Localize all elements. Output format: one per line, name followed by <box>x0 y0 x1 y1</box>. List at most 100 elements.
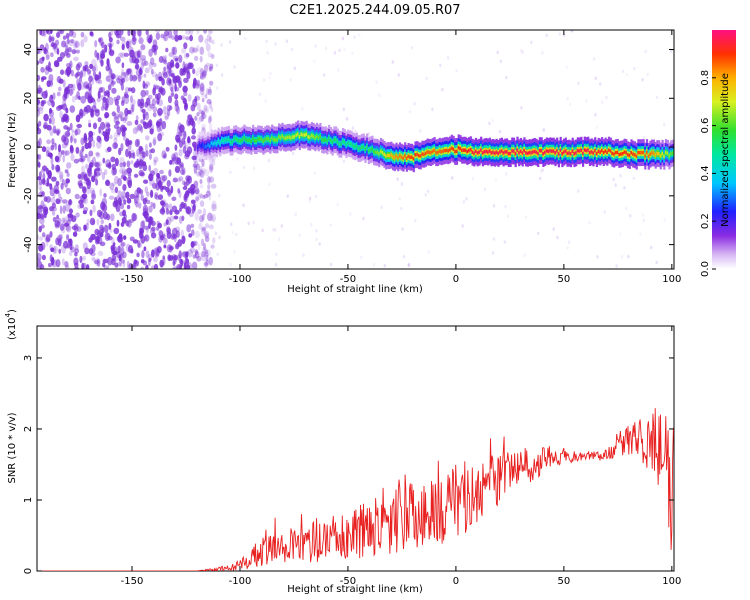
noise-point <box>619 173 622 178</box>
noise-point <box>50 144 55 151</box>
noise-point <box>179 163 184 169</box>
ridge-cell <box>621 152 624 156</box>
ridge-cell <box>530 151 533 155</box>
noise-point <box>151 265 155 269</box>
noise-point <box>140 125 144 134</box>
noise-point <box>152 136 157 145</box>
noise-point <box>123 52 130 57</box>
ridge-cell <box>210 141 213 145</box>
noise-point <box>138 169 144 177</box>
noise-point <box>62 155 65 163</box>
noise-point <box>127 68 132 75</box>
noise-point <box>201 113 207 120</box>
ridge-cell <box>335 138 338 142</box>
noise-point <box>407 263 410 268</box>
ridge-cell <box>407 154 410 159</box>
noise-point <box>192 254 197 259</box>
noise-point <box>59 205 63 215</box>
noise-point <box>138 145 143 152</box>
ridge-cell <box>328 136 331 140</box>
ridge-cell <box>580 148 583 152</box>
noise-point <box>136 138 141 147</box>
noise-point <box>171 156 175 162</box>
noise-point <box>57 104 63 110</box>
ridge-cell <box>404 154 407 158</box>
noise-point <box>266 51 269 55</box>
noise-point <box>126 176 132 186</box>
noise-point <box>136 148 140 157</box>
noise-point <box>75 49 80 54</box>
noise-point <box>110 213 115 222</box>
noise-point <box>101 101 105 108</box>
noise-point <box>169 209 173 216</box>
noise-point <box>48 108 53 114</box>
ridge-cell <box>468 148 471 153</box>
noise-point <box>179 203 185 210</box>
noise-point <box>45 54 50 61</box>
noise-point <box>56 32 60 38</box>
noise-point <box>150 232 157 239</box>
noise-point <box>523 253 526 257</box>
ridge-cell <box>276 138 279 142</box>
snr-x-label: Height of straight line (km) <box>287 584 423 595</box>
noise-point <box>520 48 523 53</box>
noise-point <box>156 220 161 227</box>
snr-exponent-sup: 4 <box>4 312 12 317</box>
noise-point <box>74 193 80 200</box>
noise-point <box>140 89 147 98</box>
noise-point <box>186 139 192 146</box>
noise-point <box>59 174 64 183</box>
ridge-cell <box>535 150 538 154</box>
noise-point <box>148 153 152 160</box>
noise-point <box>151 71 157 78</box>
noise-point <box>199 193 203 199</box>
ridge-cell <box>461 148 464 152</box>
colorbar-tick-label: 0.6 <box>700 118 711 134</box>
noise-point <box>104 232 111 242</box>
noise-point <box>294 212 297 217</box>
y-tick-label: -40 <box>23 236 34 252</box>
noise-point <box>199 200 205 208</box>
noise-point <box>116 30 121 36</box>
noise-point <box>204 261 209 267</box>
noise-point <box>168 255 174 261</box>
noise-point <box>168 245 174 251</box>
noise-point <box>204 252 209 257</box>
noise-point <box>111 111 117 117</box>
ridge-cell <box>447 149 450 153</box>
ridge-cell <box>357 146 360 151</box>
noise-point <box>61 178 65 186</box>
ridge-cell <box>462 148 465 152</box>
noise-point <box>81 262 85 269</box>
noise-point <box>58 86 62 92</box>
noise-point <box>166 226 171 233</box>
noise-point <box>116 95 121 101</box>
noise-point <box>166 231 172 239</box>
noise-point <box>105 179 111 187</box>
noise-point <box>83 207 89 212</box>
noise-point <box>577 81 580 86</box>
noise-point <box>383 263 386 268</box>
noise-point <box>95 152 101 158</box>
noise-point <box>202 247 208 253</box>
noise-point <box>136 192 140 199</box>
ridge-cell <box>466 149 469 154</box>
noise-point <box>644 49 647 54</box>
noise-point <box>110 81 115 87</box>
noise-point <box>66 162 72 169</box>
noise-point <box>37 98 41 106</box>
noise-point <box>148 61 153 70</box>
noise-point <box>98 79 103 85</box>
noise-point <box>203 104 208 112</box>
noise-point <box>46 30 49 34</box>
noise-point <box>650 245 653 250</box>
noise-point <box>191 135 196 140</box>
noise-point <box>605 95 608 100</box>
ridge-cell <box>587 148 590 152</box>
ridge-cell <box>440 150 443 154</box>
ridge-cell <box>203 145 206 149</box>
noise-point <box>125 191 130 199</box>
noise-point <box>91 76 95 85</box>
noise-point <box>167 189 172 197</box>
noise-point <box>208 116 212 124</box>
